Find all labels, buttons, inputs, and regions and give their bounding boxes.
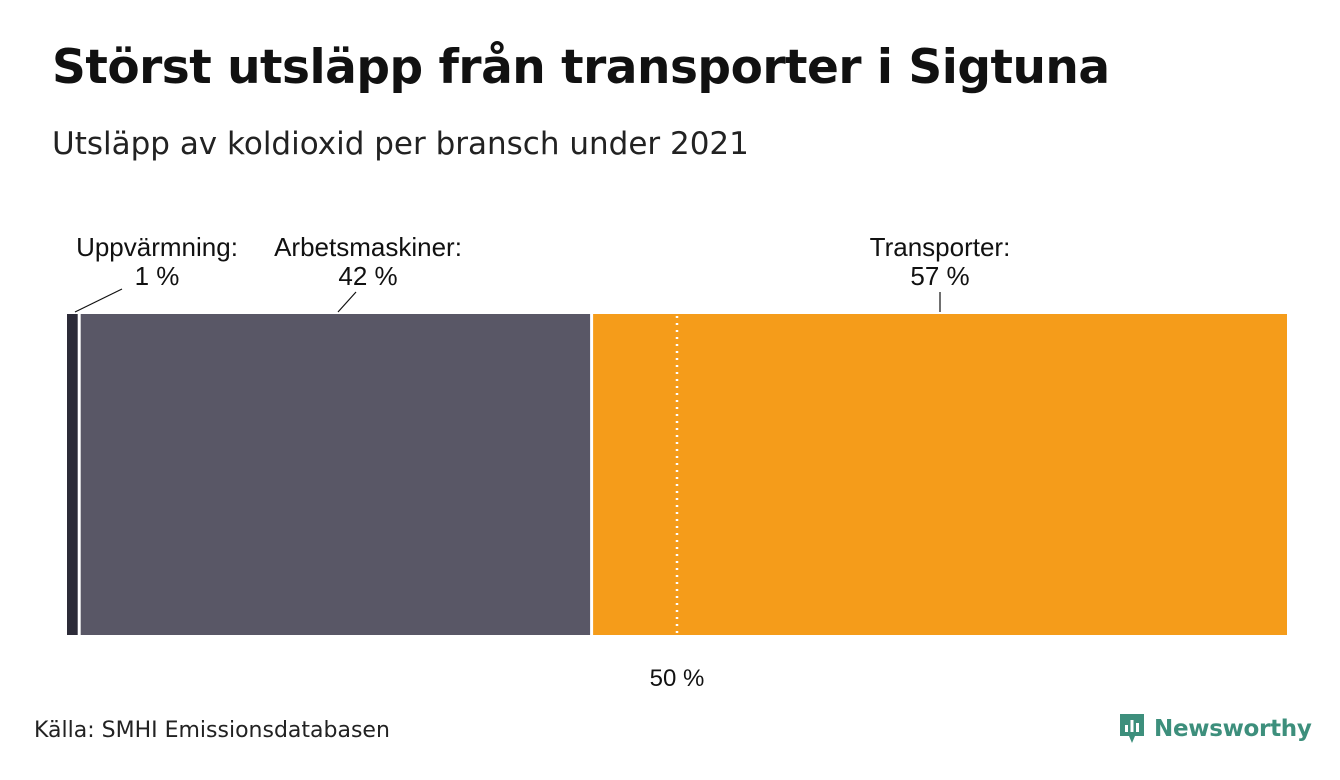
segment-label-arbetsmaskiner: Arbetsmaskiner: xyxy=(274,232,462,262)
leader-line-uppvärmning xyxy=(74,288,123,313)
segment-label-uppvärmning: Uppvärmning: xyxy=(76,232,238,262)
segment-value-uppvärmning: 1 % xyxy=(135,261,180,291)
chart-subtitle: Utsläpp av koldioxid per bransch under 2… xyxy=(52,126,749,162)
reference-line-label: 50 % xyxy=(650,665,705,692)
segment-value-transporter: 57 % xyxy=(910,261,969,291)
bar-segment-arbetsmaskiner xyxy=(80,314,591,635)
bar-segment-uppvärmning xyxy=(67,314,78,635)
segment-value-arbetsmaskiner: 42 % xyxy=(338,261,397,291)
brand-name: Newsworthy xyxy=(1154,716,1312,742)
leader-line-arbetsmaskiner xyxy=(337,291,357,313)
chart-title: Störst utsläpp från transporter i Sigtun… xyxy=(52,40,1110,95)
segment-label-transporter: Transporter: xyxy=(870,232,1011,262)
newsworthy-icon xyxy=(1120,714,1144,743)
bar-segment-transporter xyxy=(593,314,1287,635)
brand-logo: Newsworthy xyxy=(1118,712,1312,746)
source-note: Källa: SMHI Emissionsdatabasen xyxy=(34,718,390,743)
